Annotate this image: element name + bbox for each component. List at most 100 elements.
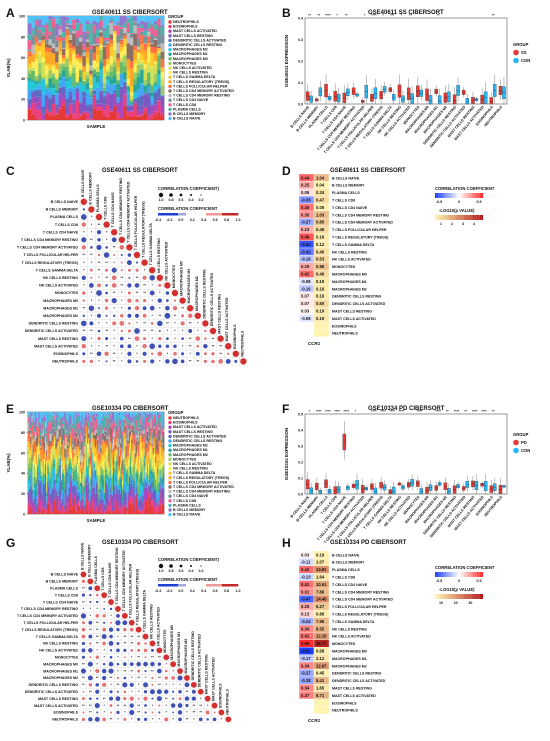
corr-value: 0.49 xyxy=(301,235,310,240)
stacked-segment xyxy=(102,413,105,415)
stacked-segment xyxy=(136,421,139,434)
corr-dot xyxy=(112,314,116,318)
legend-swatch xyxy=(168,485,172,489)
stacked-segment xyxy=(153,412,156,414)
y-tick-label: 60 xyxy=(21,56,25,60)
sig-mark: ** xyxy=(113,352,116,356)
stacked-segment xyxy=(82,474,84,485)
stacked-segment xyxy=(132,450,134,454)
pvalue-legend-segment xyxy=(467,215,469,220)
sig-mark: ** xyxy=(89,628,92,632)
stacked-segment xyxy=(67,429,69,431)
stacked-segment xyxy=(123,447,125,453)
legend-label: PD xyxy=(521,440,527,445)
stacked-segment xyxy=(101,461,103,468)
corr-dot xyxy=(158,336,162,341)
matrix-cell xyxy=(239,357,248,366)
stacked-segment xyxy=(85,502,88,514)
stacked-segment xyxy=(119,44,124,48)
y-tick-label: 0 xyxy=(23,513,25,517)
stacked-segment xyxy=(60,417,63,431)
corr-dot xyxy=(202,320,209,327)
stacked-segment xyxy=(97,437,99,441)
stacked-segment xyxy=(106,413,108,416)
stacked-segment xyxy=(102,66,107,75)
stacked-segment xyxy=(60,412,63,418)
stacked-segment xyxy=(73,456,75,463)
stacked-segment xyxy=(132,453,134,459)
stacked-segment xyxy=(117,418,119,421)
stacked-segment xyxy=(33,498,35,503)
stacked-segment xyxy=(93,513,96,514)
stacked-segment xyxy=(77,435,80,440)
stacked-segment xyxy=(160,467,162,471)
stacked-segment xyxy=(75,416,77,425)
stacked-segment xyxy=(73,485,75,488)
stacked-segment xyxy=(152,428,154,435)
stacked-segment xyxy=(80,472,82,474)
stacked-segment xyxy=(125,438,127,446)
stacked-segment xyxy=(151,413,153,416)
stacked-segment xyxy=(30,427,32,431)
y-tick-label: 0.0 xyxy=(298,493,303,497)
stacked-segment xyxy=(33,455,35,465)
stacked-segment xyxy=(120,478,123,485)
stacked-segment xyxy=(113,33,117,50)
stacked-segment xyxy=(89,505,91,507)
stacked-segment xyxy=(109,34,114,40)
stacked-segment xyxy=(102,74,107,76)
panel-title-h: GSE10334 PD CIBERSORT xyxy=(330,540,407,546)
significance-mark: * xyxy=(309,410,311,414)
stacked-segment xyxy=(69,466,72,472)
stacked-segment xyxy=(39,458,41,459)
legend-swatch xyxy=(168,512,172,517)
stacked-segment xyxy=(127,491,130,495)
stacked-segment xyxy=(105,412,107,418)
stacked-segment xyxy=(50,421,52,422)
stacked-segment xyxy=(109,111,114,112)
stacked-segment xyxy=(58,87,63,95)
corr-legend-label: 0.5 xyxy=(477,200,482,204)
sig-mark: ** xyxy=(143,322,146,326)
corr-dot xyxy=(129,627,134,632)
stacked-segment xyxy=(93,445,96,458)
stacked-segment xyxy=(85,57,90,64)
stacked-segment xyxy=(60,479,63,480)
stacked-segment xyxy=(41,486,43,494)
stacked-segment xyxy=(62,472,64,474)
stacked-segment xyxy=(34,482,37,487)
sig-mark: * xyxy=(91,291,93,295)
stacked-segment xyxy=(147,72,151,84)
stacked-segment xyxy=(42,489,45,497)
corr-dot xyxy=(142,343,147,349)
stacked-segment xyxy=(133,453,135,465)
corr-dot xyxy=(103,608,106,610)
stacked-segment xyxy=(85,487,88,498)
stacked-segment xyxy=(67,448,69,457)
stacked-segment xyxy=(35,513,38,514)
stacked-segment xyxy=(117,480,119,485)
stacked-segment xyxy=(110,477,113,480)
stacked-segment xyxy=(136,493,139,497)
pvalue-legend-segment xyxy=(447,215,450,220)
row-label: NEUTROPHILS xyxy=(332,332,358,336)
stacked-segment xyxy=(117,446,119,456)
stacked-segment xyxy=(84,506,86,508)
stacked-segment xyxy=(98,474,100,489)
stacked-segment xyxy=(55,114,59,120)
stacked-segment xyxy=(106,506,108,511)
stacked-segment xyxy=(100,412,102,422)
corr-dot xyxy=(157,320,163,327)
stacked-segment xyxy=(49,496,51,503)
stacked-segment xyxy=(59,412,62,417)
stacked-segment xyxy=(58,437,60,443)
stacked-segment xyxy=(67,428,69,430)
stacked-segment xyxy=(42,472,45,475)
stacked-segment xyxy=(85,39,90,42)
stacked-segment xyxy=(158,427,160,431)
stacked-segment xyxy=(96,103,100,107)
stacked-segment xyxy=(82,486,84,487)
stacked-segment xyxy=(142,434,144,438)
stacked-segment xyxy=(125,506,127,508)
stacked-segment xyxy=(113,93,117,106)
